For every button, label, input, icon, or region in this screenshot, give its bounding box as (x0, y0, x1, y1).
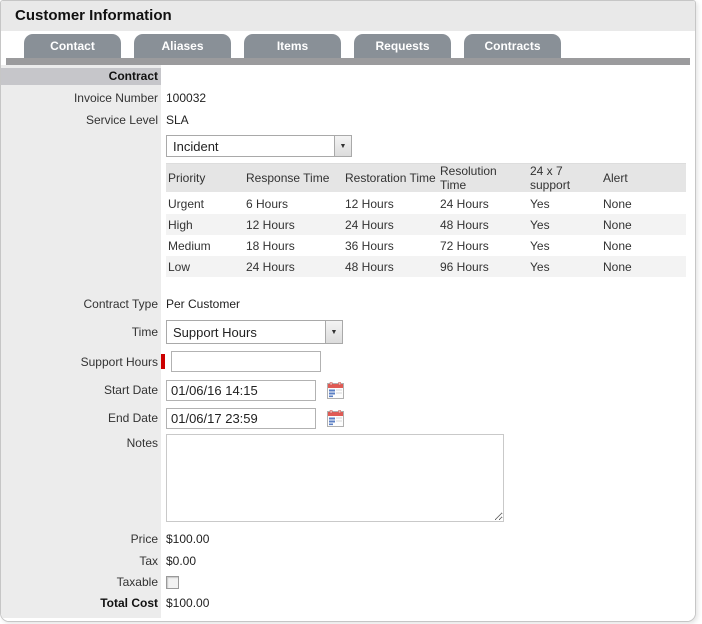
field-support-hours: Support Hours (1, 349, 695, 374)
field-end-date: End Date (1, 406, 695, 430)
contract-type-label: Contract Type (83, 297, 158, 311)
price-value: $100.00 (166, 532, 210, 546)
total-cost-label: Total Cost (100, 596, 158, 610)
col-alert: Alert (601, 163, 686, 194)
field-total-cost: Total Cost $100.00 (1, 592, 695, 614)
price-label: Price (130, 532, 158, 546)
col-restoration-time: Restoration Time (343, 163, 438, 194)
invoice-number-value: 100032 (166, 91, 207, 105)
taxable-label: Taxable (116, 575, 158, 589)
field-contract-type: Contract Type Per Customer (1, 293, 695, 315)
service-level-label: Service Level (85, 113, 158, 127)
field-price: Price $100.00 (1, 528, 695, 550)
tab-underline (6, 58, 690, 65)
field-time: Time Support Hours ▼ (1, 319, 695, 345)
chevron-down-icon: ▼ (325, 321, 342, 343)
sla-table: Priority Response Time Restoration Time … (166, 163, 686, 277)
start-date-input[interactable] (166, 379, 316, 401)
contract-type-value: Per Customer (166, 297, 241, 311)
form-footer: Cancel Save (1, 618, 695, 621)
label-gutter (1, 65, 161, 618)
tax-label: Tax (139, 554, 158, 568)
tab-requests[interactable]: Requests (354, 34, 451, 58)
page-title: Customer Information (1, 1, 695, 31)
col-priority: Priority (166, 163, 244, 194)
calendar-icon[interactable] (327, 381, 344, 399)
chevron-down-icon: ▼ (334, 136, 351, 156)
table-row-urgent: Urgent 6 Hours 12 Hours 24 Hours Yes Non… (168, 197, 632, 211)
section-header-row: Contract (1, 65, 695, 87)
tab-contracts[interactable]: Contracts (464, 34, 561, 58)
tab-contact[interactable]: Contact (24, 34, 121, 58)
tax-value: $0.00 (166, 554, 197, 568)
field-notes: Notes (1, 434, 695, 522)
end-date-input[interactable] (166, 407, 316, 429)
field-service-level: Service Level SLA (1, 109, 695, 131)
support-hours-label: Support Hours (80, 354, 158, 369)
invoice-number-label: Invoice Number (73, 91, 158, 105)
tab-bar: Contact Aliases Items Requests Contracts (1, 31, 695, 58)
required-marker (161, 354, 165, 369)
col-response-time: Response Time (244, 163, 343, 194)
tab-aliases[interactable]: Aliases (134, 34, 231, 58)
time-select-value: Support Hours (173, 324, 257, 340)
notes-textarea[interactable] (166, 434, 504, 522)
col-24x7-support: 24 x 7 support (528, 163, 601, 194)
table-row-medium: Medium 18 Hours 36 Hours 72 Hours Yes No… (168, 238, 632, 253)
field-tax: Tax $0.00 (1, 550, 695, 572)
contract-form: Contract Invoice Number 100032 Service L… (1, 65, 695, 618)
field-start-date: Start Date (1, 378, 695, 402)
tab-items[interactable]: Items (244, 34, 341, 58)
sla-table-row: Priority Response Time Restoration Time … (1, 163, 695, 277)
end-date-label: End Date (107, 411, 158, 425)
table-row-high: High 12 Hours 24 Hours 48 Hours Yes None (166, 214, 686, 235)
calendar-icon[interactable] (327, 409, 344, 427)
start-date-label: Start Date (103, 383, 158, 397)
notes-label: Notes (126, 436, 158, 450)
section-header-contract: Contract (1, 67, 161, 85)
sla-type-select[interactable]: Incident ▼ (166, 135, 352, 157)
total-cost-value: $100.00 (166, 596, 210, 610)
support-hours-input[interactable] (171, 351, 321, 372)
service-level-value: SLA (166, 113, 189, 127)
field-invoice-number: Invoice Number 100032 (1, 87, 695, 109)
field-sla-type: Incident ▼ (1, 135, 695, 157)
time-select[interactable]: Support Hours ▼ (166, 320, 343, 344)
taxable-checkbox[interactable] (166, 575, 179, 589)
time-label: Time (131, 325, 158, 339)
sla-table-header: Priority Response Time Restoration Time … (166, 163, 686, 194)
field-taxable: Taxable (1, 572, 695, 592)
sla-type-select-value: Incident (173, 138, 219, 154)
col-resolution-time: Resolution Time (438, 163, 528, 194)
table-row-low: Low 24 Hours 48 Hours 96 Hours Yes None (166, 256, 686, 277)
